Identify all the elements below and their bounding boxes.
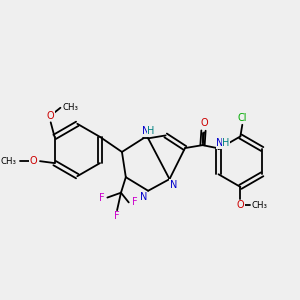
Text: O: O [47, 110, 55, 121]
Text: N: N [140, 192, 147, 202]
Text: H: H [222, 138, 230, 148]
Text: CH₃: CH₃ [62, 103, 78, 112]
Text: O: O [237, 200, 244, 210]
Text: CH₃: CH₃ [252, 201, 268, 210]
Text: O: O [29, 156, 37, 166]
Text: N: N [142, 126, 149, 136]
Text: F: F [132, 197, 137, 207]
Text: CH₃: CH₃ [1, 157, 17, 166]
Text: F: F [99, 193, 104, 202]
Text: H: H [147, 126, 155, 136]
Text: Cl: Cl [238, 113, 247, 123]
Text: N: N [216, 138, 224, 148]
Text: O: O [201, 118, 208, 128]
Text: N: N [170, 180, 177, 190]
Text: F: F [114, 211, 120, 221]
